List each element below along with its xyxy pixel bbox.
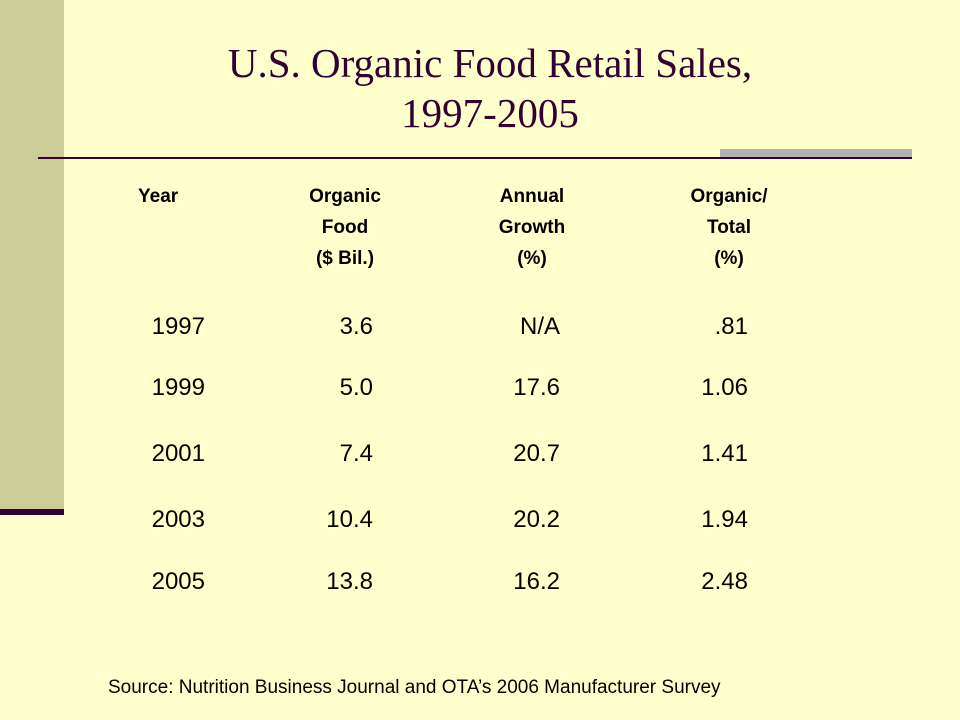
header-organic-food-line-3: ($ Bil.) [315, 248, 375, 269]
header-annual-growth-line-1: Annual [499, 186, 565, 207]
header-annual-growth: Annual Growth (%) [485, 181, 579, 274]
header-annual-growth-line-2: Growth [498, 217, 566, 238]
header-organic-total-line-1: Organic/ [690, 186, 768, 207]
header-organic-total-line-3: (%) [714, 248, 744, 269]
cell-organic-total: 2.48 [701, 568, 748, 595]
cell-year: 2001 [151, 440, 205, 467]
left-decorative-band [0, 0, 64, 510]
cell-organic-food: 3.6 [339, 313, 373, 340]
header-year: Year [138, 186, 179, 207]
header-organic-food-line-1: Organic [309, 186, 381, 207]
cell-annual-growth: 17.6 [513, 374, 560, 401]
cell-organic-food: 5.0 [339, 374, 373, 401]
left-accent-bar [0, 509, 64, 515]
cell-year: 1997 [151, 313, 205, 340]
title-accent-rule [720, 149, 912, 158]
cell-year: 1999 [151, 374, 205, 401]
header-organic-food-line-2: Food [321, 217, 369, 238]
cell-annual-growth: 20.2 [513, 506, 560, 533]
cell-annual-growth: 16.2 [513, 568, 560, 595]
cell-organic-food: 10.4 [326, 506, 373, 533]
title-line-1: U.S. Organic Food Retail Sales, [227, 40, 753, 86]
title-divider-rule [38, 157, 912, 159]
cell-annual-growth: N/A [519, 313, 560, 340]
source-citation: Source: Nutrition Business Journal and O… [108, 677, 721, 698]
cell-organic-total: 1.06 [701, 374, 748, 401]
header-organic-food: Organic Food ($ Bil.) [298, 181, 392, 274]
cell-organic-total: 1.94 [701, 506, 748, 533]
cell-organic-total: .81 [714, 313, 748, 340]
header-organic-total-line-2: Total [707, 217, 751, 238]
cell-year: 2003 [151, 506, 205, 533]
cell-organic-total: 1.41 [701, 440, 748, 467]
cell-organic-food: 7.4 [339, 440, 373, 467]
header-annual-growth-line-3: (%) [517, 248, 547, 269]
cell-organic-food: 13.8 [326, 568, 373, 595]
header-organic-total: Organic/ Total (%) [674, 181, 784, 274]
cell-year: 2005 [151, 568, 205, 595]
title-line-2: 1997-2005 [401, 90, 579, 136]
slide-title: U.S. Organic Food Retail Sales, 1997-200… [110, 38, 870, 138]
cell-annual-growth: 20.7 [513, 440, 560, 467]
